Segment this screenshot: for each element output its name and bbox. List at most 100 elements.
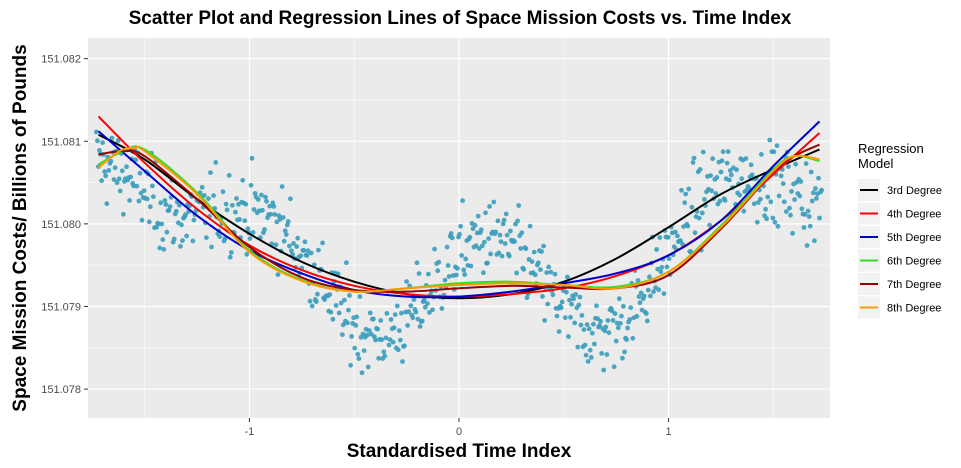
scatter-point <box>111 177 117 183</box>
scatter-point <box>396 328 402 333</box>
scatter-point <box>799 206 805 212</box>
scatter-point <box>164 229 170 235</box>
scatter-point <box>223 201 229 207</box>
scatter-point <box>150 183 155 189</box>
scatter-point <box>460 198 465 204</box>
scatter-point <box>414 260 420 266</box>
scatter-point <box>546 264 552 270</box>
scatter-point <box>316 247 321 253</box>
scatter-point <box>436 259 442 265</box>
y-axis-ticks: 151.078 151.079 151.080 151.081 151.082 <box>41 54 88 396</box>
scatter-point <box>180 238 185 244</box>
scatter-point <box>726 177 732 183</box>
scatter-point <box>714 175 720 180</box>
scatter-point <box>506 253 512 259</box>
scatter-point <box>340 322 346 328</box>
scatter-point <box>559 299 565 305</box>
scatter-point <box>146 219 152 225</box>
scatter-point <box>201 193 207 198</box>
scatter-point <box>178 243 183 249</box>
scatter-point <box>425 301 430 306</box>
scatter-point <box>605 318 611 323</box>
scatter-point <box>173 208 179 214</box>
scatter-point <box>388 317 394 322</box>
legend-label-7th-degree: 7th Degree <box>887 279 941 291</box>
scatter-point <box>498 239 504 245</box>
scatter-point <box>558 305 564 311</box>
scatter-point <box>97 148 102 153</box>
scatter-point <box>295 235 301 241</box>
scatter-point <box>545 301 551 307</box>
scatter-point <box>734 167 739 173</box>
scatter-point <box>699 210 705 216</box>
regression-line-5th-degree <box>97 120 821 299</box>
scatter-point <box>400 359 405 364</box>
scatter-point <box>457 231 462 237</box>
scatter-point <box>502 241 508 247</box>
scatter-point <box>119 168 125 174</box>
scatter-point <box>585 359 591 364</box>
scatter-point <box>103 173 109 179</box>
scatter-point <box>139 217 145 223</box>
scatter-point <box>288 196 293 202</box>
scatter-point <box>792 197 797 203</box>
scatter-point <box>582 342 588 348</box>
scatter-point <box>500 221 506 227</box>
scatter-point <box>234 196 239 201</box>
scatter-point <box>807 223 813 229</box>
scatter-point <box>678 238 683 244</box>
x-axis-ticks: -1 0 1 <box>245 418 672 438</box>
scatter-point <box>226 173 232 178</box>
scatter-point <box>264 198 269 204</box>
scatter-point <box>569 301 574 307</box>
scatter-point <box>598 318 603 324</box>
scatter-point <box>657 235 663 240</box>
scatter-point <box>610 318 616 323</box>
x-tick-label: -1 <box>245 426 255 438</box>
scatter-point <box>485 260 490 266</box>
scatter-point <box>780 181 786 187</box>
scatter-point <box>540 294 545 299</box>
scatter-point <box>758 196 763 202</box>
scatter-point <box>273 242 279 248</box>
scatter-point <box>291 241 296 246</box>
scatter-point <box>611 364 617 370</box>
scatter-point <box>767 137 773 143</box>
scatter-point <box>700 149 706 155</box>
scatter-point <box>117 188 123 194</box>
scatter-point <box>179 222 184 228</box>
scatter-point <box>448 231 454 236</box>
scatter-point <box>262 227 267 232</box>
scatter-point <box>737 192 743 198</box>
y-tick-label: 151.079 <box>41 301 81 313</box>
scatter-point <box>233 209 238 215</box>
scatter-point <box>211 193 217 199</box>
legend-label-8th-degree: 8th Degree <box>887 303 941 315</box>
x-tick-label: 0 <box>456 426 462 438</box>
scatter-point <box>666 256 672 262</box>
scatter-point <box>94 129 99 135</box>
scatter-point <box>586 326 592 332</box>
scatter-point <box>330 316 336 322</box>
scatter-point <box>245 226 251 232</box>
scatter-point <box>812 238 817 244</box>
scatter-point <box>279 184 285 190</box>
scatter-point <box>249 155 255 161</box>
scatter-point <box>399 310 404 316</box>
scatter-point <box>481 270 486 276</box>
scatter-point <box>679 187 684 193</box>
scatter-point <box>472 222 478 228</box>
scatter-point <box>647 274 652 280</box>
scatter-point <box>519 230 525 236</box>
scatter-point <box>778 173 784 179</box>
scatter-point <box>617 321 623 326</box>
scatter-point <box>602 328 608 334</box>
scatter-point <box>743 156 749 162</box>
scatter-point <box>442 277 448 283</box>
legend-label-4th-degree: 4th Degree <box>887 209 941 221</box>
scatter-point <box>229 202 235 208</box>
scatter-point <box>426 271 431 277</box>
scatter-point <box>184 233 190 239</box>
scatter-point <box>302 239 308 245</box>
scatter-point <box>809 198 815 204</box>
